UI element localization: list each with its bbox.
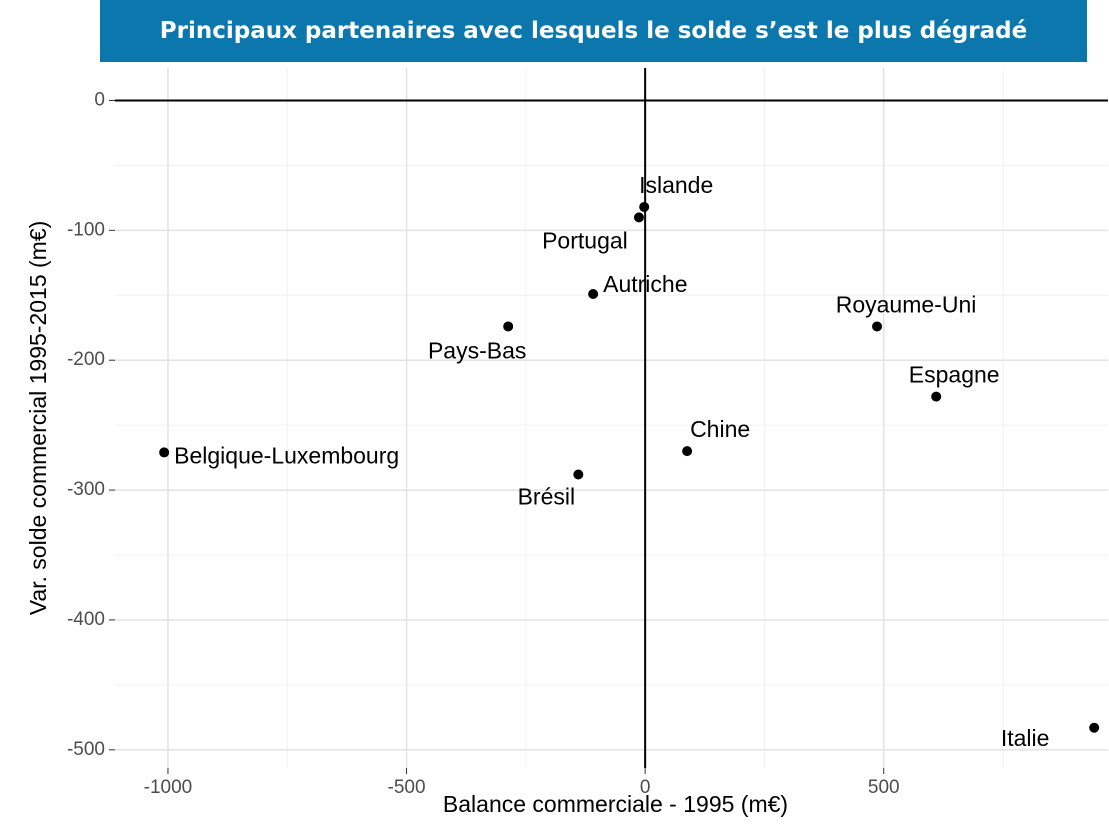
point: [503, 321, 514, 332]
point: [1089, 722, 1100, 733]
point-label: Royaume-Uni: [836, 292, 977, 318]
point: [633, 212, 644, 223]
x-tick-label: -1000: [144, 777, 193, 798]
y-tick-label: -500: [67, 739, 105, 760]
point-label: Italie: [1001, 725, 1050, 751]
chart-title: Principaux partenaires avec lesquels le …: [100, 0, 1087, 62]
y-tick-label: -100: [67, 219, 105, 240]
point: [639, 201, 650, 212]
y-tick-label: -200: [67, 349, 105, 370]
x-tick-label: -500: [388, 777, 426, 798]
point: [573, 469, 584, 480]
point-label: Autriche: [603, 271, 687, 297]
point-label: Islande: [639, 172, 713, 198]
point: [682, 446, 693, 457]
point-label: Pays-Bas: [428, 338, 526, 364]
x-axis-title: Balance commerciale - 1995 (m€): [443, 791, 788, 817]
point: [931, 391, 942, 402]
x-tick-label: 0: [640, 777, 651, 798]
point: [588, 288, 599, 299]
point-label: Brésil: [518, 484, 576, 510]
point: [872, 321, 883, 332]
y-tick-label: -300: [67, 479, 105, 500]
x-tick-label: 500: [868, 777, 900, 798]
y-tick-label: 0: [94, 89, 105, 110]
point-label: Chine: [690, 416, 750, 442]
y-tick-label: -400: [67, 609, 105, 630]
point-label: Belgique-Luxembourg: [174, 442, 399, 468]
point-label: Portugal: [542, 227, 628, 253]
point: [159, 447, 170, 458]
y-axis-title: Var. solde commercial 1995-2015 (m€): [25, 221, 51, 616]
point-label: Espagne: [909, 362, 1000, 388]
